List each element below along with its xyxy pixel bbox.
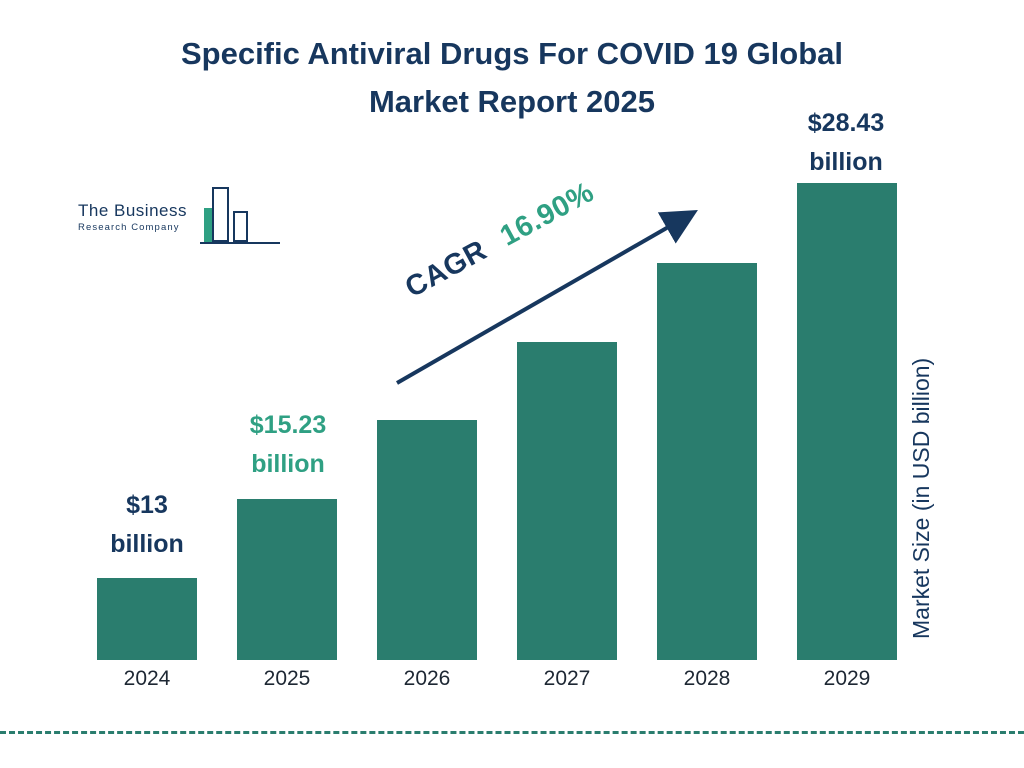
- value-label-2025: $15.23 billion: [216, 406, 360, 484]
- value-amount-2029: $28.43: [807, 109, 885, 137]
- bar-2026: [377, 420, 477, 660]
- value-label-2024: $13 billion: [75, 486, 219, 564]
- title-line-2: Market Report 2025: [368, 84, 655, 119]
- x-tick-2029: 2029: [823, 667, 871, 690]
- logo-bar-tall: [212, 187, 229, 242]
- logo-text: The Business Research Company: [78, 201, 187, 233]
- value-amount-2024: $13: [126, 491, 168, 519]
- logo-bar-green: [204, 208, 214, 242]
- bar-2028: [657, 263, 757, 660]
- logo-text-line2: Research Company: [78, 222, 180, 233]
- value-label-2029: $28.43 billion: [774, 104, 918, 182]
- logo-barchart-icon: [200, 185, 280, 244]
- logo-text-line1: The Business: [78, 201, 187, 220]
- x-tick-2027: 2027: [543, 667, 591, 690]
- bottom-dashed-divider: [0, 731, 1024, 734]
- cagr-trend-arrow-icon: [396, 210, 698, 385]
- x-tick-2026: 2026: [403, 667, 451, 690]
- page-title: Specific Antiviral Drugs For COVID 19 Gl…: [0, 30, 1024, 126]
- value-amount-2025: $15.23: [249, 411, 327, 439]
- logo-bar-small: [233, 211, 248, 242]
- x-tick-2028: 2028: [683, 667, 731, 690]
- y-axis-label: Market Size (in USD billion): [908, 357, 934, 639]
- bar-2027: [517, 342, 617, 660]
- value-unit-2025: billion: [251, 450, 325, 478]
- x-tick-2025: 2025: [263, 667, 311, 690]
- bar-2024: [97, 578, 197, 660]
- company-logo: The Business Research Company: [78, 185, 283, 247]
- bar-2029: [797, 183, 897, 660]
- value-unit-2029: billion: [809, 148, 883, 176]
- bar-2025: [237, 499, 337, 660]
- value-unit-2024: billion: [110, 530, 184, 558]
- title-line-1: Specific Antiviral Drugs For COVID 19 Gl…: [180, 36, 844, 71]
- x-tick-2024: 2024: [123, 667, 171, 690]
